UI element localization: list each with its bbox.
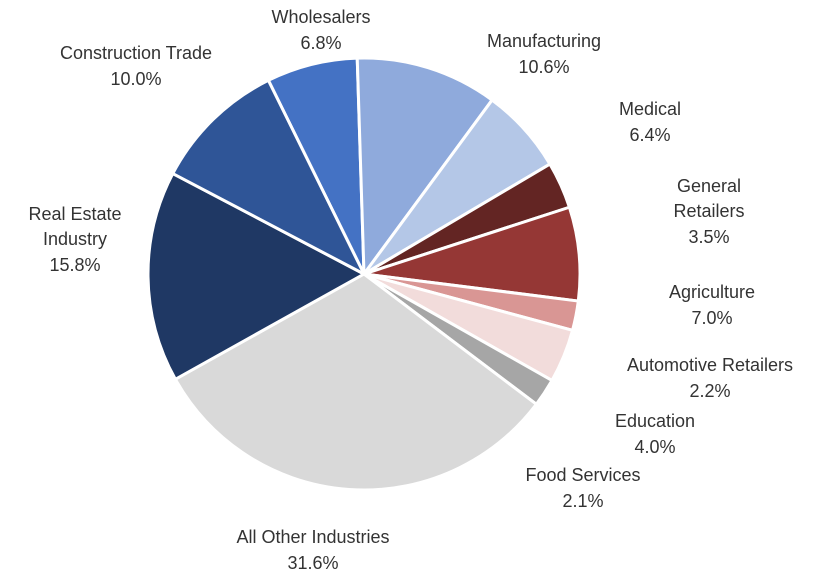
slice-label-value: 15.8% xyxy=(49,255,100,275)
pie-slices xyxy=(146,56,582,492)
pie-slice-all-other-industries xyxy=(173,272,538,492)
label-medical: Medical 6.4% xyxy=(619,99,681,145)
label-real-estate-industry: Real Estate Industry 15.8% xyxy=(28,204,121,275)
slice-label-name: General Retailers xyxy=(673,176,744,221)
label-manufacturing: Manufacturing 10.6% xyxy=(487,31,601,77)
pie-slice-real-estate-industry xyxy=(146,172,366,381)
pie-slice-construction-trade xyxy=(171,78,366,276)
slice-label-value: 3.5% xyxy=(688,227,729,247)
label-all-other-industries: All Other Industries 31.6% xyxy=(236,527,389,573)
slice-label-value: 2.2% xyxy=(689,381,730,401)
label-line-1: Real Estate xyxy=(28,204,121,224)
slice-label-name: Wholesalers xyxy=(271,7,370,27)
slice-label-value: 10.0% xyxy=(110,69,161,89)
slice-label-name: Manufacturing xyxy=(487,31,601,51)
label-general-retailers: General Retailers 3.5% xyxy=(673,176,744,247)
label-wholesalers: Wholesalers 6.8% xyxy=(271,7,370,53)
slice-label-name: Construction Trade xyxy=(60,43,212,63)
label-construction-trade: Construction Trade 10.0% xyxy=(60,43,212,89)
slice-label-name: Automotive Retailers xyxy=(627,355,793,375)
label-line-2: Industry xyxy=(43,229,107,249)
slice-label-value: 7.0% xyxy=(691,308,732,328)
slice-label-value: 6.8% xyxy=(300,33,341,53)
slice-label-value: 6.4% xyxy=(629,125,670,145)
slice-label-name: Education xyxy=(615,411,695,431)
slice-label-value: 10.6% xyxy=(518,57,569,77)
slice-label-value: 2.1% xyxy=(562,491,603,511)
slice-label-name: Food Services xyxy=(525,465,640,485)
slice-label-value: 31.6% xyxy=(287,553,338,573)
slice-label-name: Medical xyxy=(619,99,681,119)
label-education: Education 4.0% xyxy=(615,411,695,457)
label-line-1: General xyxy=(677,176,741,196)
slice-label-name: Real Estate Industry xyxy=(28,204,121,249)
pie-slice-manufacturing xyxy=(355,56,494,276)
label-food-services: Food Services 2.1% xyxy=(525,465,640,511)
label-automotive-retailers: Automotive Retailers 2.2% xyxy=(627,355,793,401)
slice-label-name: All Other Industries xyxy=(236,527,389,547)
label-agriculture: Agriculture 7.0% xyxy=(669,282,755,328)
label-line-2: Retailers xyxy=(673,201,744,221)
slice-label-value: 4.0% xyxy=(634,437,675,457)
slice-label-name: Agriculture xyxy=(669,282,755,302)
